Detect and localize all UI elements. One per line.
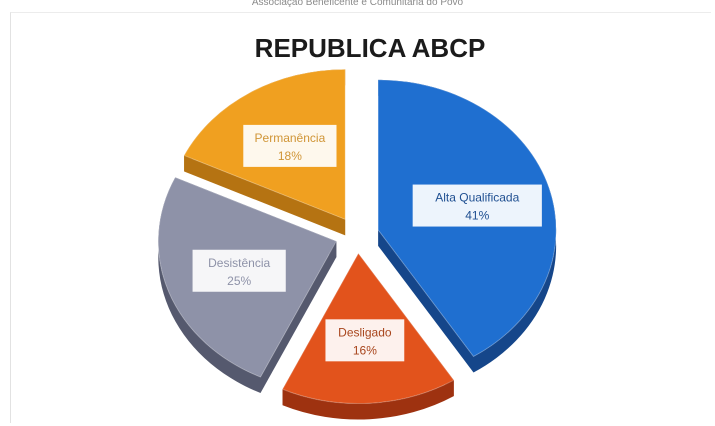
slice-wall-desistencia [260, 241, 337, 394]
chart-frame [10, 12, 711, 423]
slice-label-permanencia: Permanência 18% [243, 124, 337, 167]
slice-label-desligado: Desligado 16% [325, 319, 405, 362]
slice-category-label: Permanência [255, 131, 326, 145]
slice-side-desligado [282, 380, 454, 420]
slice-label-box [325, 319, 405, 362]
slice-wall-permanencia [184, 155, 346, 236]
slice-labels: Alta Qualificada 41% Desligado 16% Desistênc… [192, 124, 542, 362]
slice-label-box [243, 124, 337, 167]
slice-label-alta-qualificada: Alta Qualificada 41% [412, 184, 542, 227]
slice-category-label: Alta Qualificada [435, 191, 519, 205]
slice-value-label: 16% [353, 343, 377, 357]
slice-value-label: 41% [465, 209, 489, 223]
slice-label-desistencia: Desistência 25% [192, 249, 286, 292]
slice-wall-alta-qualificada [378, 229, 474, 373]
slice-category-label: Desligado [338, 325, 392, 339]
slice-category-label: Desistência [208, 256, 270, 270]
chart-title: REPUBLICA ABCP [255, 33, 486, 63]
slice-label-box [412, 184, 542, 227]
slice-value-label: 25% [227, 274, 251, 288]
slice-value-label: 18% [278, 149, 302, 163]
organization-header: Associação Beneficente e Comunitária do … [251, 0, 464, 8]
slice-label-box [192, 249, 286, 292]
